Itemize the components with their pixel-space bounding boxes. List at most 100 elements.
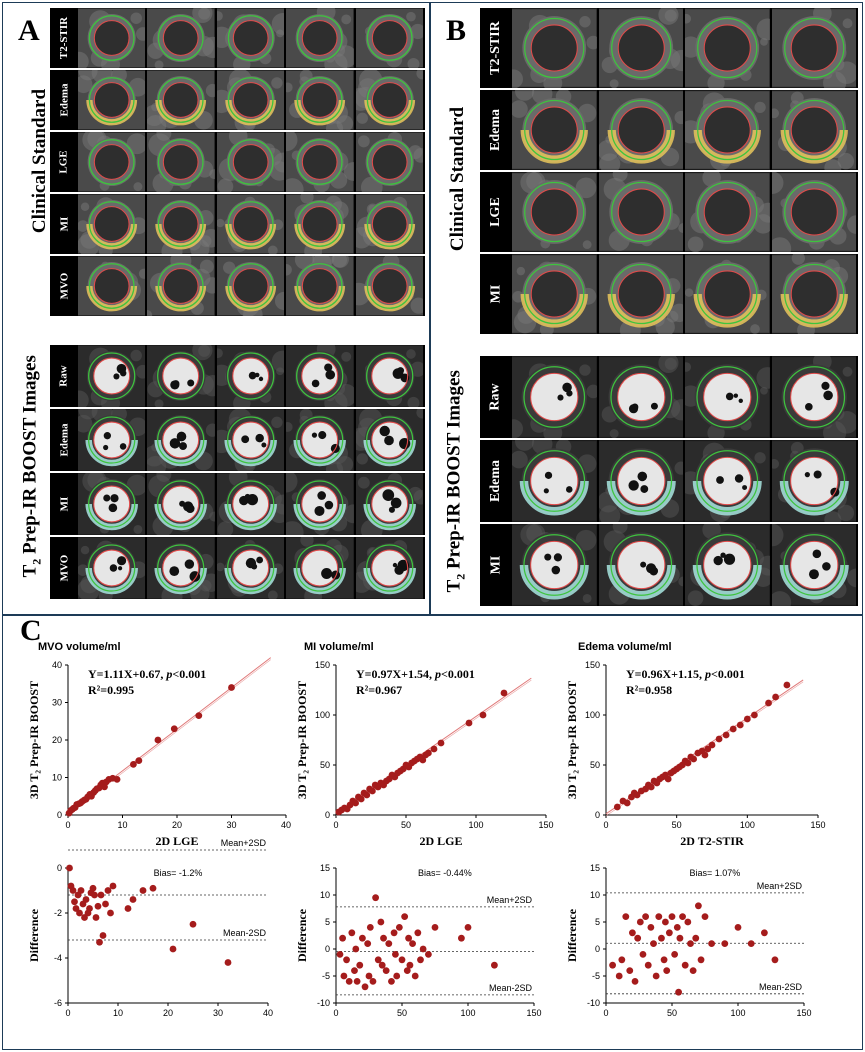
- data-point: [690, 755, 698, 763]
- panel-a-clinical-mri-image: [78, 256, 148, 316]
- panel-b-boost-mri-image: [598, 524, 685, 606]
- data-point: [743, 715, 751, 723]
- panel-b-clinical-row-label-t2-stir: T2-STIR: [480, 8, 512, 88]
- y-tick-label: 10: [590, 890, 600, 900]
- y-tick-label: 10: [320, 890, 330, 900]
- data-point: [761, 929, 768, 937]
- y-axis-label: 3D T₂ Prep-IR BOOST: [295, 681, 309, 799]
- data-point: [77, 887, 85, 894]
- bias-label: Bias= -0.44%: [418, 868, 472, 878]
- x-tick-label: 150: [810, 820, 825, 830]
- x-tick-label: 30: [226, 820, 236, 830]
- data-point: [491, 961, 498, 969]
- x-tick-label: 10: [117, 820, 127, 830]
- x-tick-label: 20: [163, 1008, 173, 1018]
- data-point: [464, 924, 472, 931]
- panel-b-frame: [430, 2, 863, 615]
- panel-b-clinical-mri-image: [512, 90, 599, 170]
- panel-b-clinical-row-label-mi: MI: [480, 254, 512, 334]
- data-point: [765, 699, 772, 707]
- panel-a-clinical-mri-image: [355, 194, 425, 254]
- data-point: [639, 951, 647, 958]
- lower-limit-label: Mean-2SD: [489, 983, 533, 993]
- data-point: [348, 929, 356, 937]
- data-point: [642, 913, 649, 920]
- panel-b-letter: B: [446, 14, 467, 47]
- bias-label: Bias= 1.07%: [690, 868, 741, 878]
- panel-a-clinical-row-mvo: [78, 256, 425, 316]
- panel-a-boost-mri-image: [78, 345, 148, 407]
- data-point: [689, 967, 697, 974]
- data-point: [772, 693, 779, 701]
- panel-a-boost-row-raw: [78, 345, 425, 407]
- data-point: [704, 745, 712, 753]
- data-point: [623, 799, 631, 807]
- panel-a-boost-row-mvo: [78, 537, 425, 599]
- y-axis-label: 3D T₂ Prep-IR BOOST: [565, 681, 579, 799]
- data-point: [129, 896, 137, 903]
- y-tick-label: 5: [595, 917, 600, 927]
- data-point: [411, 972, 419, 980]
- chart-plot-area: 0 10 20 30 40 -6 -4 -2 0 Bias= -1.2% Mean+2SD Mean-…: [27, 838, 273, 1018]
- data-point: [697, 956, 705, 964]
- panel-a-clinical-mri-image: [216, 194, 287, 254]
- x-tick-label: 150: [796, 1008, 811, 1018]
- y-tick-label: 100: [585, 710, 600, 720]
- data-point: [679, 913, 686, 920]
- data-point: [783, 681, 791, 689]
- data-point: [609, 961, 616, 969]
- chart-plot-area: 0 50 100 150 0 50 100 150 2D T2-STIR 3D T₂ Prep-I…: [565, 660, 826, 848]
- x-tick-label: 100: [460, 1008, 475, 1018]
- y-axis-label: Difference: [295, 908, 309, 962]
- data-point: [406, 961, 414, 969]
- panel-b-clinical-row-edema: [512, 90, 858, 170]
- data-point: [771, 956, 779, 964]
- data-point: [687, 940, 694, 947]
- panel-b-boost-mri-image: [598, 440, 685, 522]
- data-point: [107, 909, 114, 917]
- x-tick-label: 20: [172, 820, 182, 830]
- panel-b-boost-mri-image: [512, 356, 599, 438]
- panel-b-boost-row-raw: [512, 356, 858, 438]
- data-point: [343, 956, 350, 964]
- chart-plot-area: 0 10 20 30 40 0 10 20 30 40 2D LGE 3D T₂ Prep-IR BO…: [27, 657, 291, 848]
- r-squared: R²=0.967: [356, 683, 403, 697]
- y-tick-label: 100: [315, 710, 330, 720]
- data-point: [339, 934, 346, 942]
- data-point: [369, 787, 376, 795]
- panel-b-boost-title: T2 Prep-IR BOOST Images: [443, 370, 468, 593]
- data-point: [458, 934, 465, 942]
- panel-b-boost-mri-image: [685, 524, 772, 606]
- data-point: [419, 945, 427, 953]
- data-point: [695, 902, 702, 910]
- panel-b-boost-row-edema: [512, 440, 858, 522]
- panel-b-boost-row-label-mi: MI: [480, 524, 512, 606]
- panel-b-boost-mri-image: [598, 356, 685, 438]
- data-point: [353, 978, 361, 985]
- data-point: [130, 760, 137, 768]
- x-axis-label: 2D LGE: [155, 834, 198, 848]
- panel-a-boost-row-label-mi: MI: [50, 473, 78, 535]
- data-point: [351, 967, 358, 974]
- regression-chart: 0 50 100 150 0 50 100 150 2D LGE 3D T₂ Prep-IR BO…: [295, 660, 554, 848]
- data-point: [409, 940, 416, 947]
- data-point: [722, 731, 730, 739]
- y-tick-label: 15: [590, 863, 600, 873]
- x-tick-label: 150: [538, 820, 553, 830]
- chart-title: Edema volume/ml: [578, 641, 672, 653]
- y-tick-label: -6: [54, 998, 62, 1008]
- data-point: [92, 914, 100, 921]
- data-point: [169, 945, 177, 953]
- data-point: [684, 918, 692, 926]
- data-point: [102, 900, 109, 908]
- chart-title: MVO volume/ml: [38, 641, 121, 653]
- data-point: [425, 951, 432, 958]
- panel-b-clinical-mri-image: [685, 8, 772, 88]
- data-point: [636, 918, 644, 926]
- chart-plot-area: 0 50 100 150 -10 -5 0 5 10 15 Bias= 1.07% Mean+2SD M…: [565, 863, 812, 1018]
- x-tick-label: 50: [397, 1008, 407, 1018]
- data-point: [149, 884, 157, 892]
- bland-altman-chart: 0 50 100 150 -10 -5 0 5 10 15 Bias= -0.44% Mean+2SD…: [295, 863, 542, 1018]
- panel-b-boost-mri-image: [771, 524, 858, 606]
- chart-title: MI volume/ml: [304, 641, 374, 653]
